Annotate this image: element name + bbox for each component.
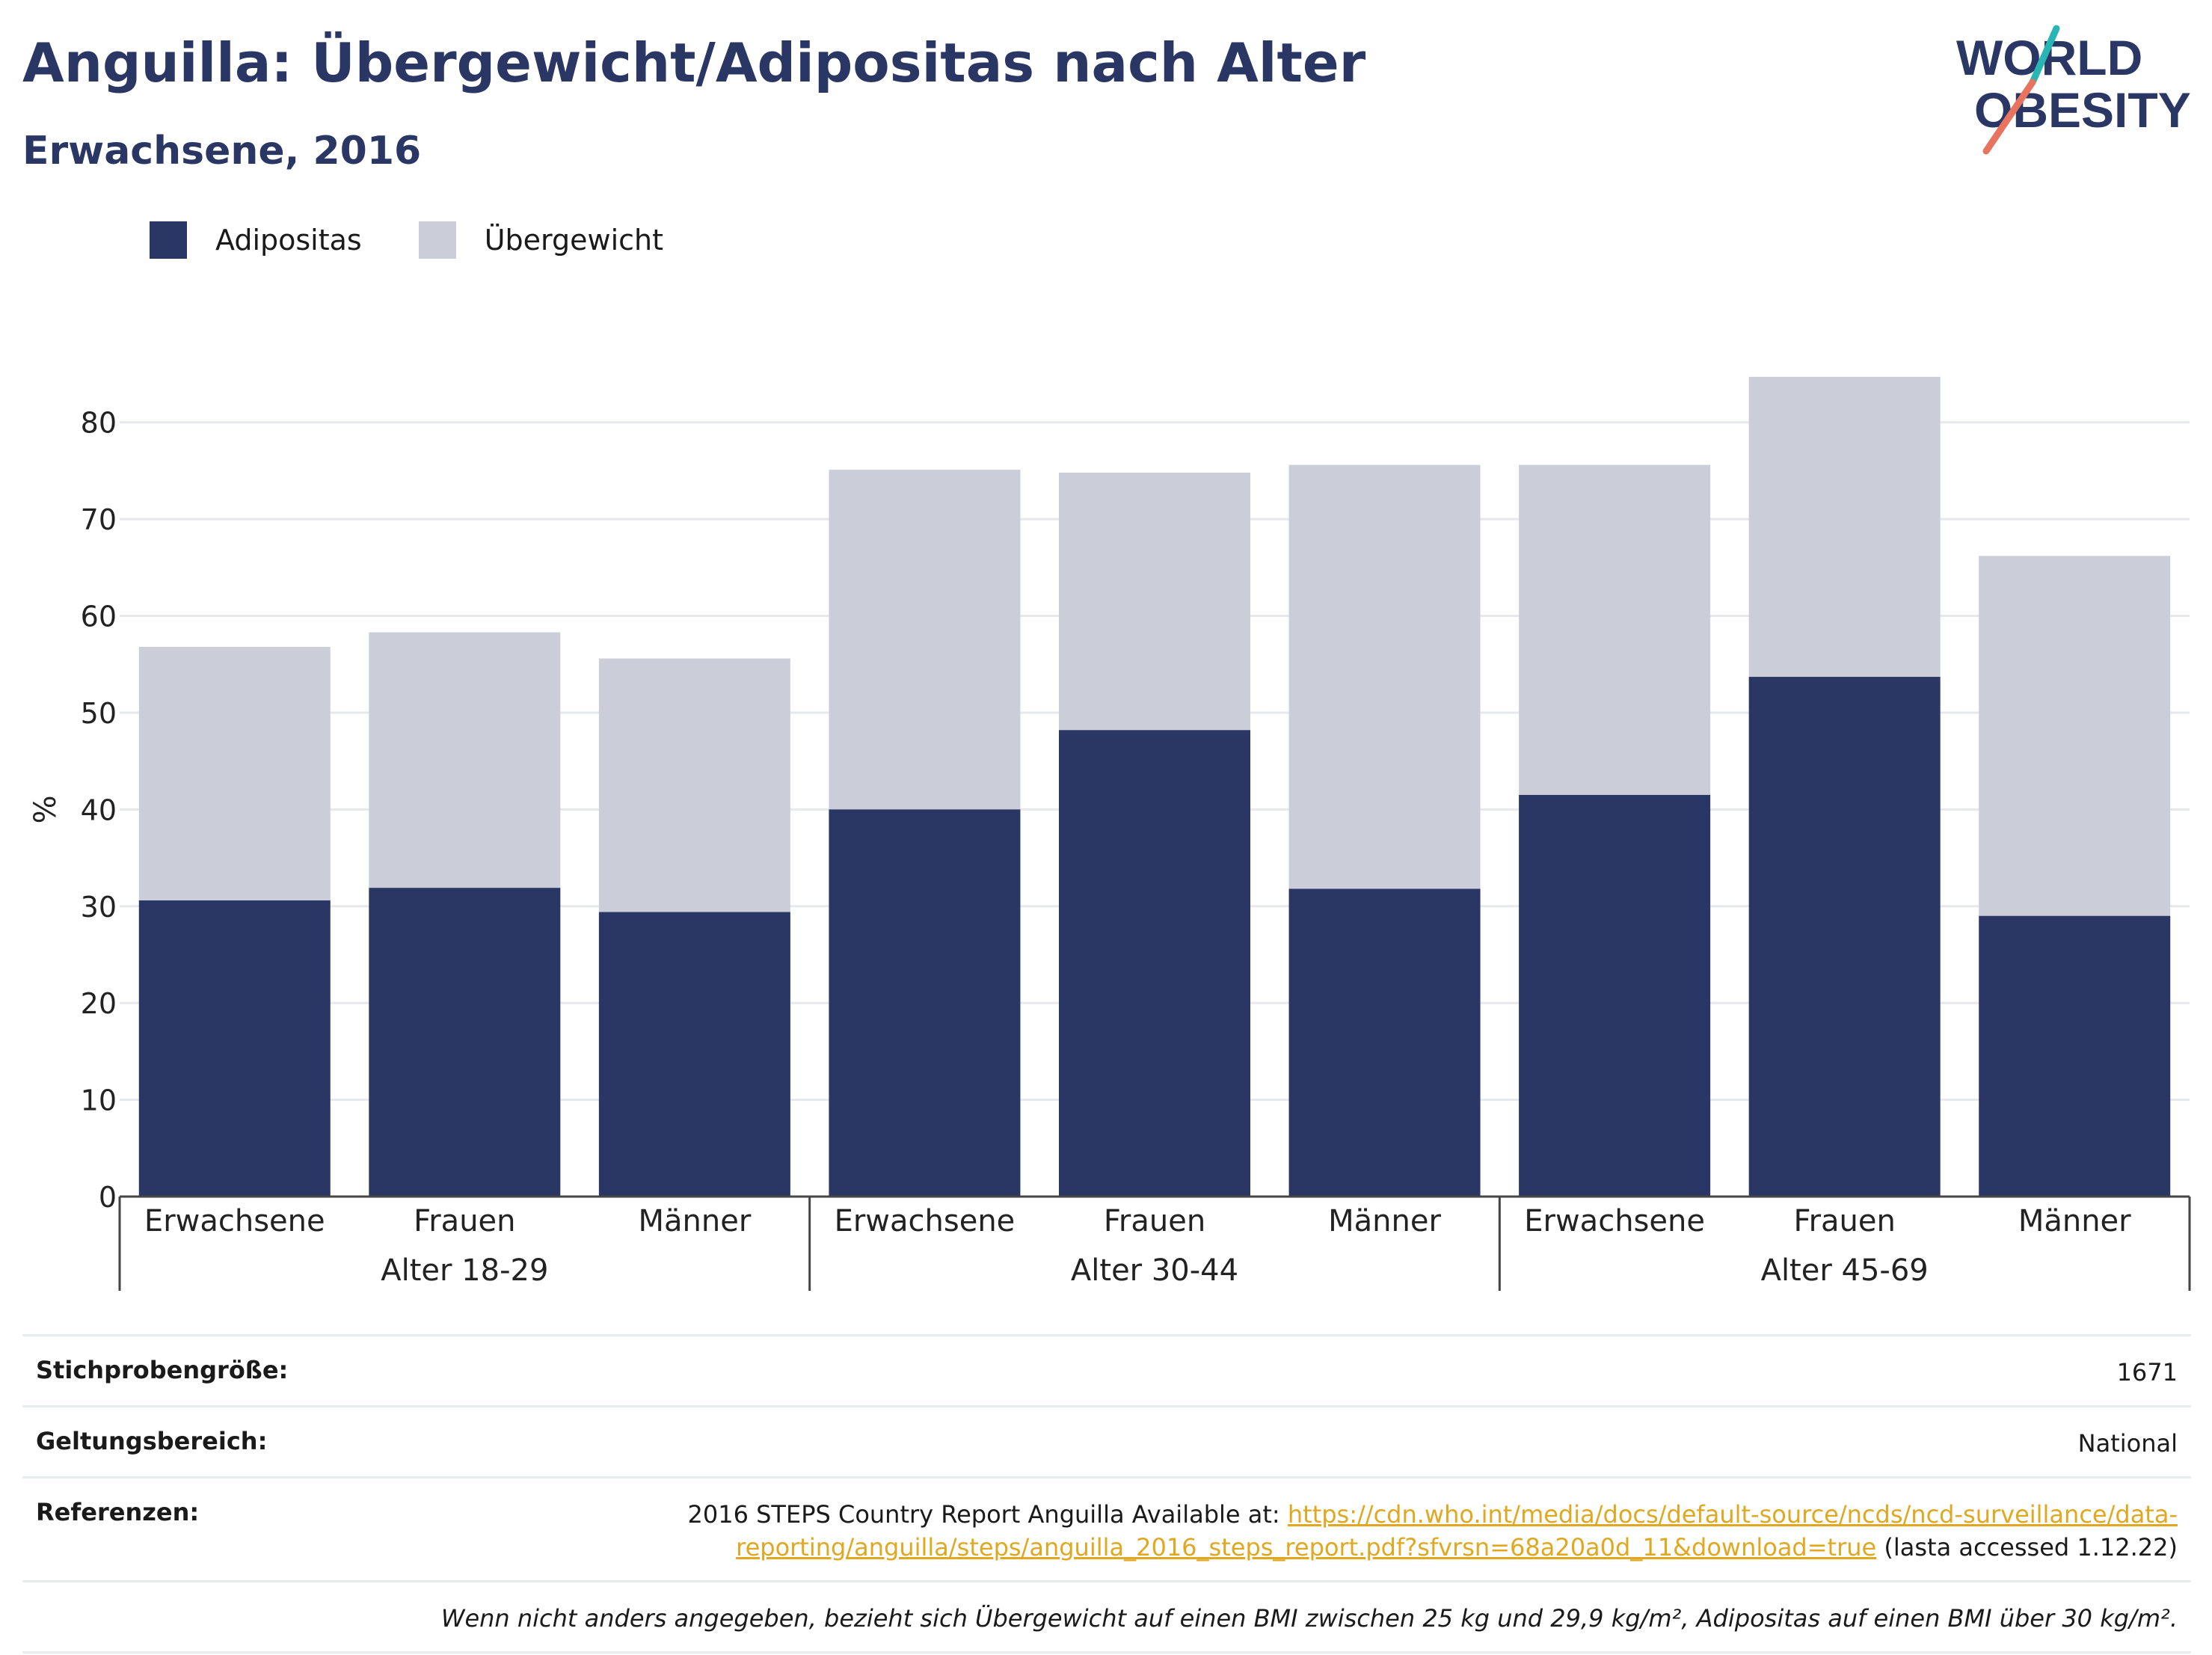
legend-item-adipositas[interactable]: Adipositas: [150, 221, 362, 259]
references-suffix: (lasta accessed 1.12.22): [1876, 1533, 2178, 1562]
info-row-scope: Geltungsbereich: National: [22, 1405, 2191, 1476]
x-category-label: Frauen: [1104, 1204, 1205, 1238]
logo-slash-teal: [2029, 25, 2060, 86]
x-category-label: Erwachsene: [835, 1204, 1016, 1238]
scope-value: National: [2077, 1429, 2178, 1458]
bar-adipositas: [1748, 677, 1941, 1197]
info-table: Stichprobengröße: 1671 Geltungsbereich: …: [22, 1334, 2191, 1654]
y-tick-label: 40: [81, 793, 117, 826]
references-text: 2016 STEPS Country Report Anguilla Avail…: [687, 1500, 1288, 1529]
info-row-note: Wenn nicht anders angegeben, bezieht sic…: [22, 1580, 2191, 1654]
references-link[interactable]: https://cdn.who.int/media/docs/default-s…: [736, 1500, 2178, 1562]
bar-uebergewicht: [1748, 376, 1941, 678]
chart-subtitle: Erwachsene, 2016: [22, 129, 422, 174]
stacked-bar-chart: 0 10 20 30 40 50 60 70 80% Erwachsene Frauen Männer…: [28, 376, 2191, 1291]
y-axis-label: %: [28, 795, 63, 823]
logo-text-obesity: OBESITY: [1974, 82, 2191, 138]
bar-adipositas: [1059, 730, 1250, 1197]
chart-title: Anguilla: Übergewicht/Adipositas nach Al…: [22, 31, 1366, 94]
legend-swatch-adipositas: [150, 221, 187, 259]
bar-adipositas: [1288, 888, 1481, 1197]
bar-uebergewicht: [598, 658, 790, 912]
y-tick-label: 0: [99, 1181, 117, 1214]
bar-adipositas: [138, 900, 331, 1197]
chart-legend: Adipositas Übergewicht: [150, 221, 720, 259]
x-group-label: Alter 30-44: [1071, 1253, 1238, 1288]
legend-swatch-uebergewicht: [418, 221, 456, 259]
bar-adipositas: [829, 809, 1021, 1197]
legend-item-uebergewicht[interactable]: Übergewicht: [418, 221, 663, 259]
bar-uebergewicht: [1519, 464, 1711, 795]
y-tick-label: 70: [81, 503, 117, 536]
world-obesity-logo: WORLD OBESITY: [1956, 25, 2191, 155]
y-tick-label: 80: [81, 407, 117, 440]
logo-slash-coral: [1982, 79, 2036, 155]
x-category-label: Frauen: [1793, 1204, 1895, 1238]
x-category-label: Männer: [2018, 1204, 2131, 1238]
info-row-sample: Stichprobengröße: 1671: [22, 1334, 2191, 1405]
x-group-label: Alter 18-29: [381, 1253, 548, 1288]
definition-note: Wenn nicht anders angegeben, bezieht sic…: [440, 1604, 2178, 1633]
references-value: 2016 STEPS Country Report Anguilla Avail…: [308, 1498, 2178, 1564]
legend-label-adipositas: Adipositas: [215, 224, 362, 257]
info-row-references: Referenzen: 2016 STEPS Country Report An…: [22, 1476, 2191, 1580]
x-category-label: Erwachsene: [1524, 1204, 1705, 1238]
x-category-label: Männer: [638, 1204, 751, 1238]
y-tick-label: 60: [81, 601, 117, 633]
legend-label-uebergewicht: Übergewicht: [484, 224, 663, 257]
y-tick-label: 10: [81, 1084, 117, 1117]
y-tick-label: 30: [81, 891, 117, 924]
references-label: Referenzen:: [36, 1498, 200, 1526]
x-category-label: Frauen: [414, 1204, 515, 1238]
bar-uebergewicht: [1059, 473, 1250, 731]
sample-size-value: 1671: [2116, 1358, 2178, 1387]
scope-label: Geltungsbereich:: [36, 1427, 268, 1455]
bar-uebergewicht: [829, 470, 1021, 810]
bar-uebergewicht: [1288, 464, 1481, 889]
sample-size-label: Stichprobengröße:: [36, 1356, 289, 1384]
y-tick-label: 20: [81, 987, 117, 1020]
bar-adipositas: [1979, 915, 2171, 1197]
y-tick-label: 50: [81, 697, 117, 730]
x-category-label: Erwachsene: [144, 1204, 325, 1238]
bar-adipositas: [369, 888, 561, 1197]
bar-uebergewicht: [138, 646, 331, 900]
x-category-label: Männer: [1328, 1204, 1441, 1238]
bar-uebergewicht: [369, 632, 561, 888]
bar-adipositas: [1519, 794, 1711, 1197]
bar-adipositas: [598, 912, 790, 1197]
x-group-label: Alter 45-69: [1761, 1253, 1929, 1288]
bar-uebergewicht: [1979, 556, 2171, 916]
